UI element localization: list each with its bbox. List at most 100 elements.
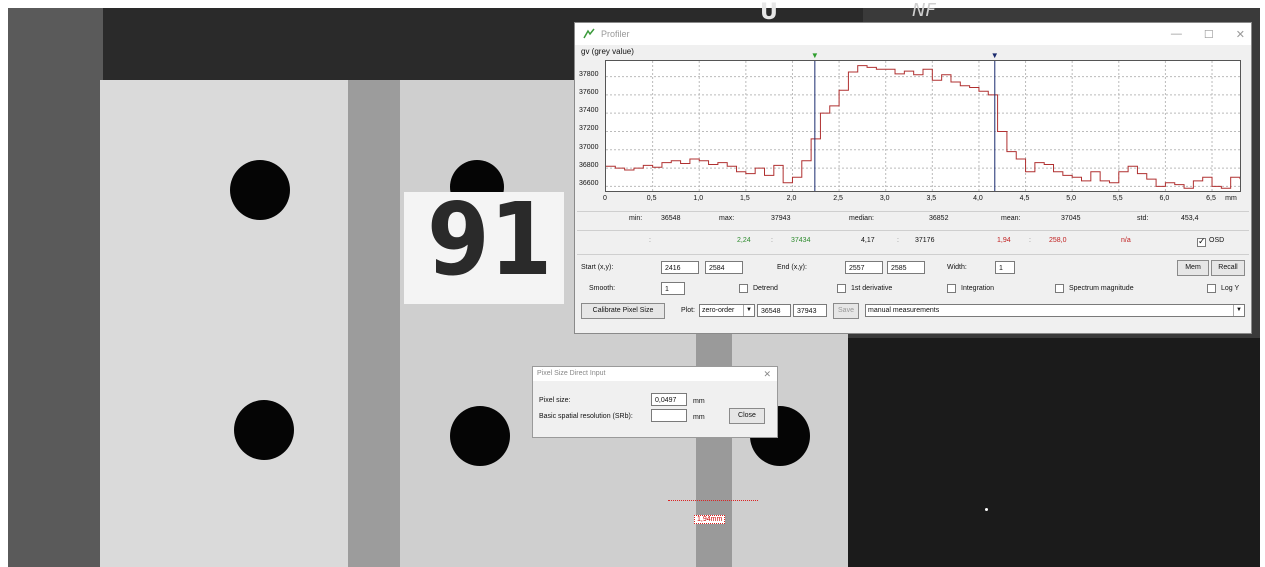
profiler-titlebar[interactable]: Profiler — ☐ ✕ xyxy=(575,23,1251,45)
x-tick-label: 5,0 xyxy=(1066,195,1077,202)
log-y-checkbox[interactable] xyxy=(1207,284,1216,293)
measurement-label: 1,94mm xyxy=(694,515,726,524)
recall-button[interactable]: Recall xyxy=(1211,260,1245,276)
cursor-distance: 1,94 xyxy=(997,237,1011,244)
first-derivative-checkbox[interactable] xyxy=(837,284,846,293)
save-button[interactable]: Save xyxy=(833,303,859,319)
xray-hole xyxy=(450,406,510,466)
integration-checkbox[interactable] xyxy=(947,284,956,293)
plot-label: Plot: xyxy=(681,307,696,314)
smooth-label: Smooth: xyxy=(589,285,616,292)
profile-plot-area[interactable]: gv (grey value) 37800 37600 37400 37200 3700… xyxy=(575,45,1251,213)
end-y-input[interactable]: 2585 xyxy=(887,261,925,274)
xray-hole xyxy=(230,160,290,220)
x-tick-label: 6,0 xyxy=(1159,195,1170,202)
x-tick-label: 0 xyxy=(603,195,607,202)
start-y-input[interactable]: 2584 xyxy=(705,261,743,274)
width-input[interactable]: 1 xyxy=(995,261,1015,274)
x-tick-label: 1,0 xyxy=(693,195,704,202)
x-tick-label: 0,5 xyxy=(646,195,657,202)
cursor-na: n/a xyxy=(1121,237,1131,244)
stat-median-value: 36852 xyxy=(929,215,949,222)
plot-mode-select[interactable]: zero-order ▼ xyxy=(699,304,755,317)
divider xyxy=(577,254,1249,255)
chevron-down-icon[interactable]: ▼ xyxy=(1233,305,1244,316)
x-tick-label: 2,5 xyxy=(833,195,843,202)
x-tick-label: 5,5 xyxy=(1112,195,1123,202)
srb-input[interactable] xyxy=(651,409,687,422)
y-tick-label: 37200 xyxy=(579,125,599,133)
cursor-handle-icon[interactable]: ▼ xyxy=(990,51,999,60)
spectrum-magnitude-checkbox[interactable] xyxy=(1055,284,1064,293)
divider xyxy=(577,211,1249,212)
dialog-titlebar[interactable]: Pixel Size Direct Input ✕ xyxy=(533,367,777,381)
end-label: End (x,y): xyxy=(777,264,807,271)
x-tick-label: 6,5 xyxy=(1206,195,1216,202)
divider xyxy=(577,230,1249,231)
osd-label: OSD xyxy=(1209,237,1225,244)
calibrate-pixel-size-button[interactable]: Calibrate Pixel Size xyxy=(581,303,665,319)
smooth-input[interactable]: 1 xyxy=(661,282,685,295)
range-max-input[interactable]: 37943 xyxy=(793,304,827,317)
srb-label: Basic spatial resolution (SRb): xyxy=(539,413,633,420)
xray-speck xyxy=(985,508,988,511)
profile-plot[interactable] xyxy=(605,60,1241,192)
dialog-title: Pixel Size Direct Input xyxy=(537,370,606,377)
close-button[interactable]: ✕ xyxy=(1235,28,1245,41)
statistics-row: min: 36548 max: 37943 median: 36852 mean… xyxy=(575,213,1251,227)
cursor-colon: : xyxy=(897,237,899,244)
pixel-size-label: Pixel size: xyxy=(539,397,571,404)
cursor-right-position: 4,17 xyxy=(861,237,875,244)
cursor-left-value: 37434 xyxy=(791,237,811,244)
pixel-size-dialog[interactable]: Pixel Size Direct Input ✕ Pixel size: 0,… xyxy=(532,366,778,438)
minimize-button[interactable]: — xyxy=(1170,28,1182,40)
detrend-checkbox[interactable] xyxy=(739,284,748,293)
start-x-input[interactable]: 2416 xyxy=(661,261,699,274)
measurement-line[interactable] xyxy=(668,500,758,501)
stat-std-value: 453,4 xyxy=(1181,215,1199,222)
cursor-delta: 258,0 xyxy=(1049,237,1067,244)
pixel-size-input[interactable]: 0,0497 xyxy=(651,393,687,406)
end-x-input[interactable]: 2557 xyxy=(845,261,883,274)
y-axis-label: gv (grey value) xyxy=(581,47,634,56)
first-derivative-label: 1st derivative xyxy=(851,285,893,292)
x-tick-label: 1,5 xyxy=(739,195,750,202)
top-marking-2: NF xyxy=(912,0,936,21)
log-y-label: Log Y xyxy=(1221,285,1240,292)
mem-button[interactable]: Mem xyxy=(1177,260,1209,276)
y-tick-label: 37600 xyxy=(579,88,599,96)
profile-series-line xyxy=(606,65,1240,189)
dialog-close-icon[interactable]: ✕ xyxy=(763,369,771,379)
detrend-label: Detrend xyxy=(753,285,778,292)
x-tick-label: 2,0 xyxy=(786,195,797,202)
y-tick-label: 37400 xyxy=(579,107,599,115)
chevron-down-icon[interactable]: ▼ xyxy=(743,305,754,316)
range-min-input[interactable]: 36548 xyxy=(757,304,791,317)
stat-median-label: median: xyxy=(849,215,874,222)
dialog-close-button[interactable]: Close xyxy=(729,408,765,424)
x-tick-label: 3,5 xyxy=(926,195,937,202)
integration-label: Integration xyxy=(961,285,995,292)
stat-min-value: 36548 xyxy=(661,215,681,222)
measurement-set-value: manual measurements xyxy=(868,307,940,314)
y-tick-label: 37800 xyxy=(579,70,599,78)
cursor-handle-icon[interactable]: ▼ xyxy=(810,51,819,60)
measurement-set-select[interactable]: manual measurements ▼ xyxy=(865,304,1245,317)
stat-max-label: max: xyxy=(719,215,735,222)
options-row: Smooth: 1 Detrend 1st derivative Integra… xyxy=(575,280,1251,300)
lead-marker-plate xyxy=(404,192,564,304)
cursor-colon: : xyxy=(771,237,773,244)
x-tick-label: 4,5 xyxy=(1019,195,1030,202)
stat-mean-label: mean: xyxy=(1001,215,1021,222)
x-tick-label: 4,0 xyxy=(973,195,983,202)
srb-unit: mm xyxy=(693,414,705,421)
plot-settings-row: Calibrate Pixel Size Plot: zero-order ▼ … xyxy=(575,302,1251,322)
osd-checkbox[interactable] xyxy=(1197,236,1206,247)
top-marking: U xyxy=(760,0,778,25)
xray-left-edge xyxy=(8,8,103,567)
plot-mode-value: zero-order xyxy=(702,307,735,314)
y-tick-label: 36800 xyxy=(579,162,599,170)
x-tick-label: 3,0 xyxy=(879,195,890,202)
maximize-button[interactable]: ☐ xyxy=(1203,28,1214,41)
profiler-window[interactable]: Profiler — ☐ ✕ gv (grey value) 37800 3760… xyxy=(574,22,1252,334)
